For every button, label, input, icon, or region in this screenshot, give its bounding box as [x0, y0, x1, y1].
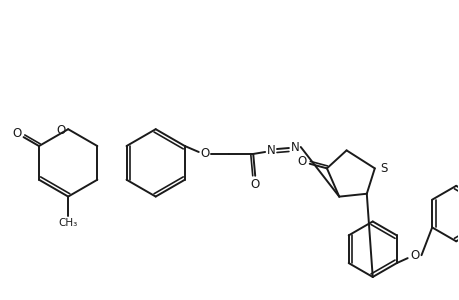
Text: O: O [250, 178, 259, 191]
Text: N: N [266, 143, 275, 157]
Text: CH₃: CH₃ [58, 218, 78, 228]
Text: O: O [409, 249, 418, 262]
Text: O: O [56, 124, 66, 137]
Text: O: O [200, 148, 209, 160]
Text: O: O [297, 155, 306, 168]
Text: S: S [379, 162, 386, 175]
Text: O: O [12, 127, 21, 140]
Text: N: N [290, 140, 298, 154]
